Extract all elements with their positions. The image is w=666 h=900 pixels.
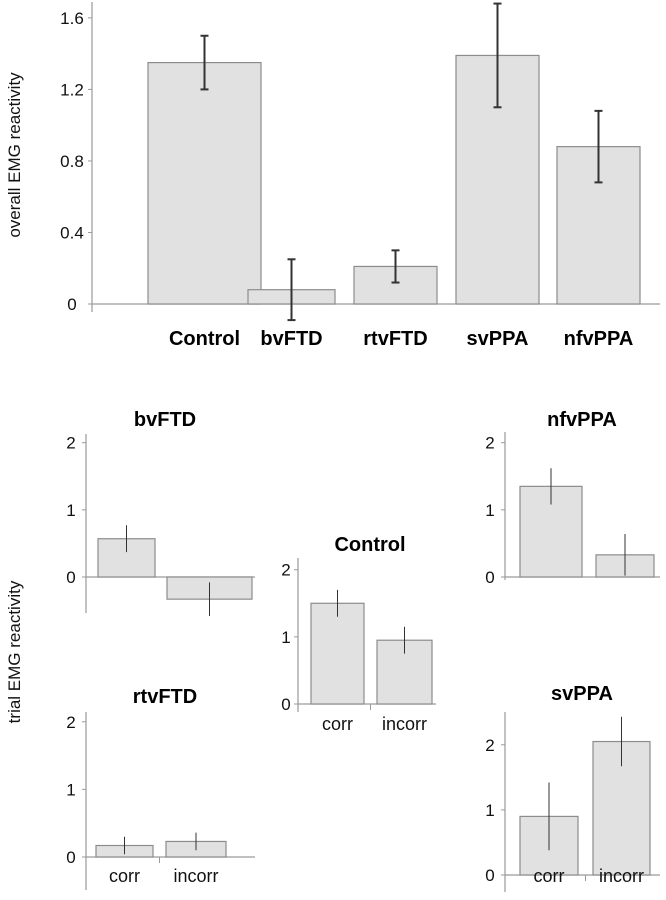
trial-y-axis-label: trial EMG reactivity	[5, 580, 24, 723]
overall-y-axis-label: overall EMG reactivity	[5, 72, 24, 238]
overall-category-label: bvFTD	[260, 328, 322, 350]
overall-bar-control	[147, 61, 262, 305]
svppa-category-label: corr	[534, 866, 565, 886]
control-ytick-label: 0	[281, 695, 290, 714]
svppa-category-label: incorr	[599, 866, 644, 886]
svppa-panel-title: svPPA	[551, 683, 613, 705]
bvftd-panel-title: bvFTD	[134, 409, 196, 431]
control-category-label: incorr	[382, 714, 427, 734]
rtvftd-category-label: incorr	[173, 866, 218, 886]
rtvftd-ytick-label: 2	[66, 713, 75, 732]
control-panel: 0 1 2 Control corr incorr	[281, 534, 436, 734]
nfvppa-ytick-label: 2	[485, 434, 494, 453]
control-bar-corr	[310, 602, 365, 705]
rtvftd-panel: 0 1 2 rtvFTD corr incorr	[66, 686, 255, 890]
control-ytick-label: 2	[281, 561, 290, 580]
overall-ytick-label: 1.6	[60, 9, 84, 28]
overall-chart: overall EMG reactivity 0 0.4 0.8 1.2 1.6 Cont…	[5, 2, 660, 350]
overall-bar-rtvftd	[353, 265, 438, 305]
svppa-ytick-label: 0	[485, 866, 494, 885]
nfvppa-panel-title: nfvPPA	[547, 409, 617, 431]
control-panel-title: Control	[334, 534, 405, 556]
overall-category-label: rtvFTD	[363, 328, 427, 350]
overall-ytick-label: 0	[67, 295, 76, 314]
bvftd-panel: 0 1 2 bvFTD	[66, 409, 255, 616]
bvftd-ytick-label: 2	[66, 434, 75, 453]
rtvftd-ytick-label: 0	[66, 848, 75, 867]
svppa-ytick-label: 2	[485, 736, 494, 755]
overall-ytick-label: 0.8	[60, 152, 84, 171]
svppa-panel: 0 1 2 svPPA corr incorr	[485, 683, 660, 892]
rtvftd-ytick-label: 1	[66, 780, 75, 799]
overall-ytick-label: 0.4	[60, 223, 84, 242]
rtvftd-panel-title: rtvFTD	[133, 686, 197, 708]
nfvppa-panel: 0 1 2 nfvPPA	[485, 409, 660, 587]
overall-category-label: nfvPPA	[564, 328, 634, 350]
svppa-ytick-label: 1	[485, 801, 494, 820]
rtvftd-category-label: corr	[109, 866, 140, 886]
control-category-label: corr	[322, 714, 353, 734]
overall-category-label: Control	[169, 328, 240, 350]
bvftd-ytick-label: 1	[66, 501, 75, 520]
overall-ytick-label: 1.2	[60, 80, 84, 99]
overall-category-label: svPPA	[467, 328, 529, 350]
nfvppa-ytick-label: 0	[485, 568, 494, 587]
nfvppa-ytick-label: 1	[485, 501, 494, 520]
control-ytick-label: 1	[281, 628, 290, 647]
bvftd-ytick-label: 0	[66, 568, 75, 587]
